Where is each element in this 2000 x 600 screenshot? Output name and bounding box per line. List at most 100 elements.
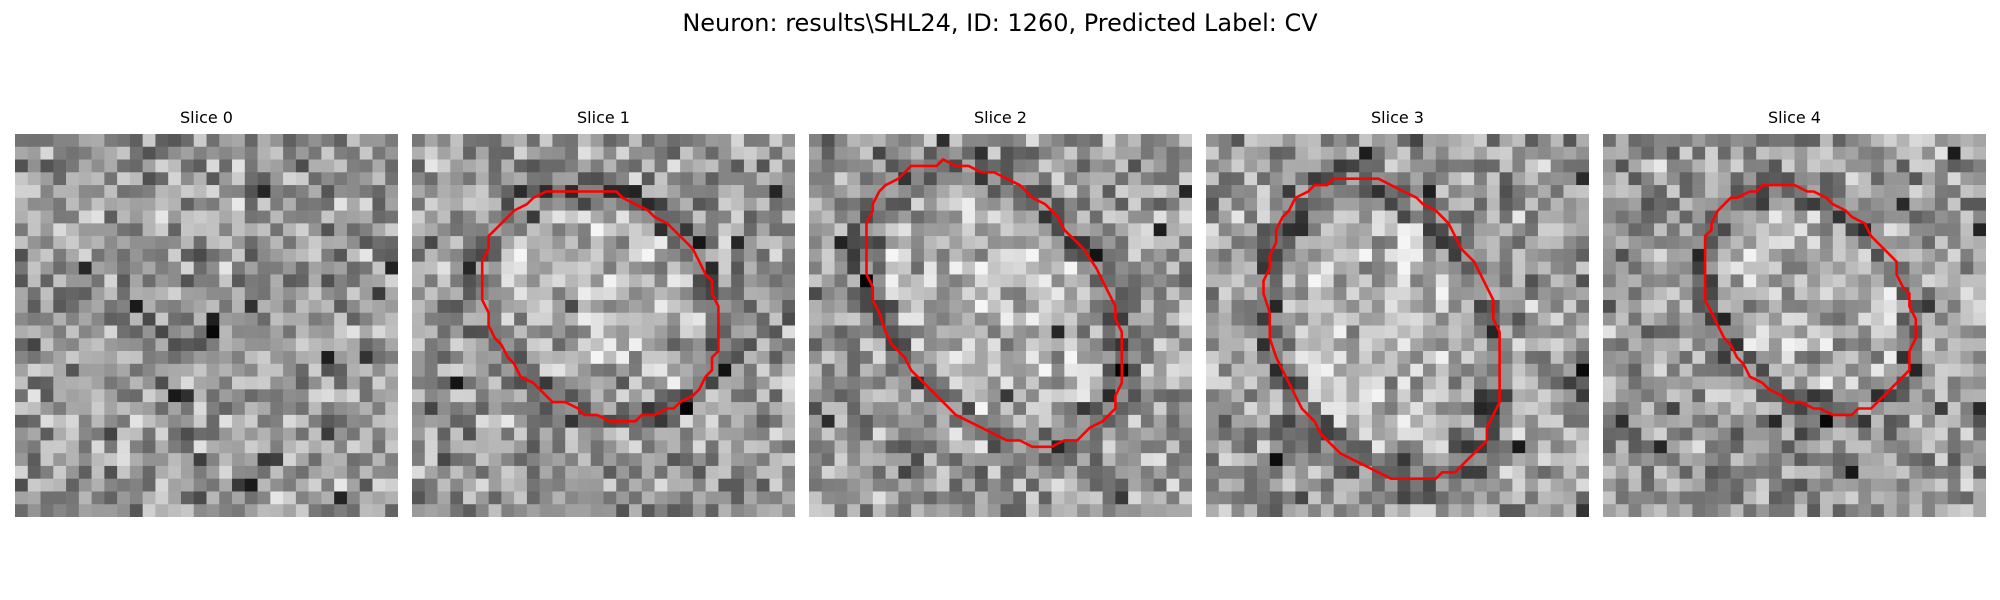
pixel-cell	[756, 363, 770, 377]
pixel-cell	[1089, 210, 1103, 224]
pixel-cell	[1026, 376, 1040, 390]
pixel-cell	[372, 274, 386, 288]
pixel-cell	[1140, 363, 1154, 377]
pixel-cell	[526, 146, 540, 160]
pixel-cell	[129, 389, 143, 403]
pixel-cell	[526, 197, 540, 211]
pixel-cell	[860, 427, 874, 441]
pixel-cell	[168, 159, 182, 173]
pixel-cell	[91, 172, 105, 186]
pixel-cell	[1666, 465, 1680, 479]
pixel-cell	[1537, 299, 1551, 314]
pixel-cell	[232, 491, 246, 505]
pixel-cell	[1179, 351, 1192, 365]
pixel-cell	[437, 325, 451, 339]
pixel-cell	[1768, 159, 1783, 173]
pixel-cell	[705, 414, 719, 428]
pixel-cell	[1883, 325, 1897, 339]
pixel-cell	[782, 414, 795, 428]
pixel-cell	[1269, 465, 1283, 479]
pixel-cell	[1000, 402, 1014, 416]
pixel-cell	[1563, 248, 1577, 262]
pixel-cell	[590, 159, 604, 173]
pixel-cell	[129, 210, 143, 224]
pixel-cell	[1435, 312, 1449, 326]
pixel-cell	[1768, 465, 1783, 479]
pixel-cell	[501, 440, 515, 454]
pixel-cell	[1128, 299, 1142, 314]
pixel-cell	[372, 453, 386, 467]
pixel-cell	[1461, 223, 1475, 237]
pixel-cell	[1461, 389, 1475, 403]
pixel-cell	[155, 338, 169, 352]
pixel-cell	[193, 197, 207, 211]
pixel-cell	[66, 504, 80, 517]
pixel-cell	[847, 504, 861, 517]
pixel-cell	[526, 427, 540, 441]
pixel-cell	[603, 325, 617, 339]
pixel-cell	[1641, 172, 1655, 186]
pixel-cell	[1832, 159, 1846, 173]
pixel-cell	[1845, 185, 1859, 199]
pixel-cell	[488, 414, 502, 428]
pixel-cell	[923, 299, 937, 314]
pixel-cell	[629, 427, 643, 441]
pixel-cell	[437, 312, 451, 326]
pixel-cell	[1089, 376, 1103, 390]
pixel-cell	[962, 504, 976, 517]
pixel-cell	[1320, 338, 1334, 352]
pixel-cell	[40, 440, 54, 454]
pixel-cell	[1947, 274, 1961, 288]
pixel-cell	[1563, 504, 1577, 517]
pixel-cell	[1883, 146, 1897, 160]
pixel-cell	[1128, 376, 1142, 390]
pixel-cell	[1423, 197, 1437, 211]
pixel-cell	[1423, 363, 1437, 377]
pixel-cell	[987, 440, 1001, 454]
pixel-cell	[680, 274, 694, 288]
pixel-cell	[1794, 146, 1808, 160]
pixel-cell	[1807, 236, 1821, 250]
pixel-cell	[475, 491, 489, 505]
pixel-cell	[1140, 453, 1154, 467]
pixel-cell	[244, 185, 258, 199]
pixel-cell	[1934, 223, 1948, 237]
pixel-cell	[1973, 478, 1986, 492]
pixel-cell	[936, 478, 950, 492]
pixel-cell	[372, 427, 386, 441]
pixel-cell	[142, 376, 156, 390]
pixel-cell	[1858, 414, 1872, 428]
pixel-cell	[308, 236, 322, 250]
pixel-cell	[1320, 287, 1334, 301]
pixel-cell	[1692, 465, 1706, 479]
pixel-cell	[1550, 287, 1564, 301]
pixel-cell	[860, 146, 874, 160]
pixel-cell	[1641, 210, 1655, 224]
slice-image	[809, 134, 1192, 517]
pixel-cell	[283, 478, 297, 492]
pixel-cell	[1973, 210, 1986, 224]
pixel-cell	[1743, 197, 1757, 211]
panel-title: Slice 2	[974, 108, 1027, 127]
pixel-cell	[809, 248, 823, 262]
pixel-cell	[372, 299, 386, 314]
pixel-cell	[1077, 185, 1091, 199]
pixel-cell	[590, 363, 604, 377]
pixel-cell	[1448, 134, 1462, 148]
pixel-cell	[1666, 389, 1680, 403]
pixel-cell	[1166, 172, 1180, 186]
pixel-cell	[1730, 223, 1744, 237]
pixel-cell	[1410, 236, 1424, 250]
pixel-cell	[1576, 338, 1589, 352]
pixel-cell	[616, 504, 630, 517]
pixel-cell	[974, 312, 989, 326]
pixel-cell	[1435, 146, 1449, 160]
pixel-cell	[1269, 414, 1283, 428]
pixel-cell	[501, 453, 515, 467]
pixel-cell	[1692, 223, 1706, 237]
pixel-cell	[1679, 504, 1693, 517]
pixel-cell	[1435, 159, 1449, 173]
pixel-cell	[117, 465, 131, 479]
pixel-cell	[821, 172, 835, 186]
pixel-cell	[1858, 465, 1872, 479]
